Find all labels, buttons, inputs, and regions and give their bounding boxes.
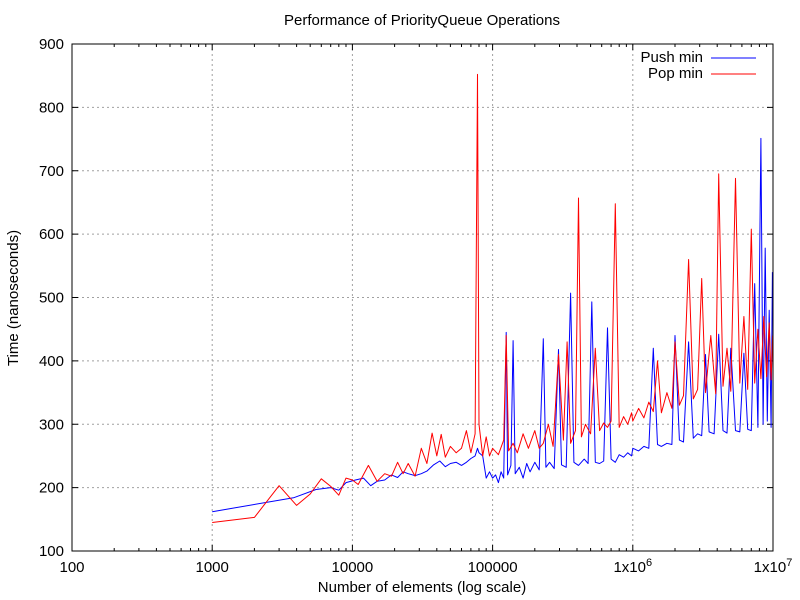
- y-tick-label: 200: [39, 480, 64, 497]
- series-line-pop-min: [212, 73, 774, 523]
- legend: Push min Pop min: [640, 49, 756, 82]
- y-tick-labels: 100 200 300 400 500 600 700 800 900: [39, 36, 64, 560]
- x-tick-label: 10000: [332, 559, 374, 576]
- x-tick-label: 1000: [196, 559, 229, 576]
- y-tick-label: 600: [39, 226, 64, 243]
- y-tick-label: 900: [39, 36, 64, 53]
- series-lines: [212, 73, 774, 523]
- grid-lines: [72, 44, 773, 551]
- x-tick-label: 1x106: [613, 557, 652, 576]
- series-line-push-min: [212, 137, 773, 513]
- chart-title: Performance of PriorityQueue Operations: [284, 12, 560, 29]
- y-tick-label: 800: [39, 99, 64, 116]
- y-tick-label: 500: [39, 290, 64, 307]
- x-tick-label: 1x107: [754, 557, 793, 576]
- x-tick-label: 100: [59, 559, 84, 576]
- x-tick-labels: 100 1000 10000 100000 1x106 1x107: [59, 557, 792, 576]
- y-tick-label: 700: [39, 163, 64, 180]
- y-tick-label: 300: [39, 416, 64, 433]
- x-tick-label: 100000: [468, 559, 518, 576]
- x-axis-title: Number of elements (log scale): [318, 579, 526, 596]
- legend-label-pop: Pop min: [648, 65, 703, 82]
- y-tick-label: 400: [39, 353, 64, 370]
- plot-frame: [71, 43, 774, 552]
- legend-label-push: Push min: [640, 49, 703, 66]
- y-axis-title: Time (nanoseconds): [5, 230, 22, 366]
- y-tick-label: 100: [39, 543, 64, 560]
